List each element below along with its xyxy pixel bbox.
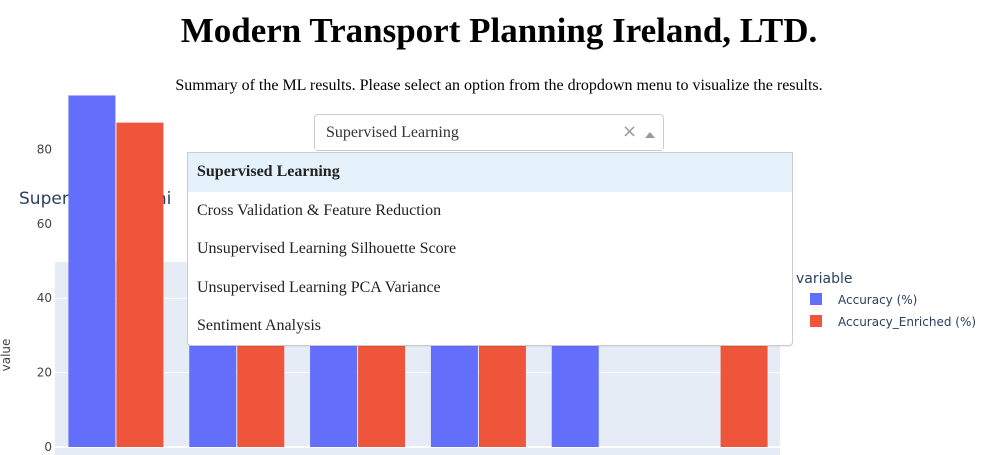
bar-0-0[interactable]	[68, 95, 116, 448]
y-axis-label: value	[0, 339, 13, 372]
dropdown-option-cross-validation[interactable]: Cross Validation & Feature Reduction	[197, 201, 442, 219]
page-subtitle: Summary of the ML results. Please select…	[175, 77, 823, 94]
dropdown-option-sentiment-analysis[interactable]: Sentiment Analysis	[197, 317, 321, 335]
results-dropdown[interactable]: Supervised Learning ×	[314, 114, 664, 151]
legend-title: variable	[796, 271, 852, 287]
caret-up-icon[interactable]	[645, 132, 655, 138]
dropdown-menu: Supervised Learning Cross Validation & F…	[187, 152, 793, 346]
page-title: Modern Transport Planning Ireland, LTD.	[180, 11, 818, 50]
dropdown-selected-value: Supervised Learning	[326, 124, 459, 141]
legend-swatch[interactable]	[810, 315, 822, 327]
legend-label[interactable]: Accuracy_Enriched (%)	[838, 315, 976, 329]
legend-label[interactable]: Accuracy (%)	[838, 293, 917, 307]
dropdown-option-silhouette-score[interactable]: Unsupervised Learning Silhouette Score	[197, 240, 457, 258]
dropdown-option-supervised-learning[interactable]: Supervised Learning	[188, 153, 792, 192]
y-tick-label: 20	[37, 366, 52, 380]
clear-icon[interactable]: ×	[622, 121, 638, 142]
y-tick-label: 40	[37, 291, 52, 305]
dropdown-option-pca-variance[interactable]: Unsupervised Learning PCA Variance	[197, 278, 441, 296]
y-tick-label: 60	[37, 217, 52, 231]
legend[interactable]: Accuracy (%) Accuracy_Enriched (%)	[810, 293, 976, 329]
legend-swatch[interactable]	[810, 293, 822, 305]
y-tick-label: 0	[44, 440, 52, 454]
y-tick-label: 80	[37, 142, 52, 156]
y-tick-labels: 0 20 40 60 80	[37, 142, 52, 454]
bar-1-0[interactable]	[116, 122, 164, 447]
